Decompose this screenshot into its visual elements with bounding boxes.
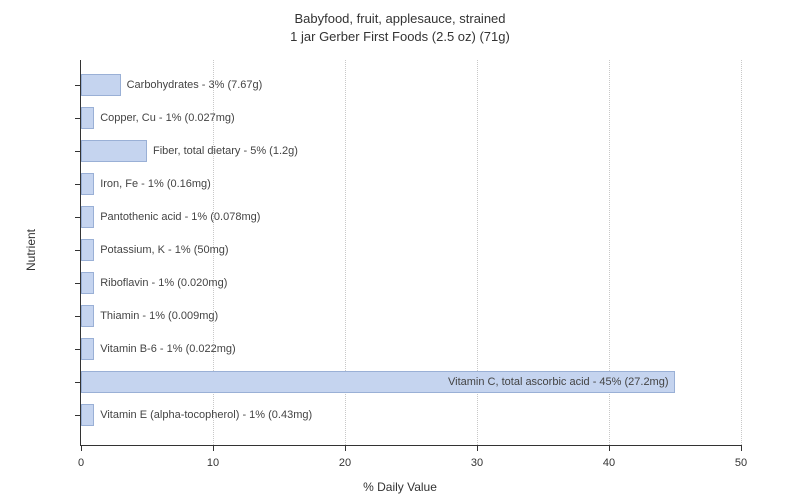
bar-label: Carbohydrates - 3% (7.67g) — [127, 74, 263, 96]
chart-title-line2: 1 jar Gerber First Foods (2.5 oz) (71g) — [0, 28, 800, 46]
bar — [81, 74, 121, 96]
bar-label: Copper, Cu - 1% (0.027mg) — [100, 107, 235, 129]
bar — [81, 239, 94, 261]
x-tick-label: 40 — [603, 457, 615, 469]
bar — [81, 206, 94, 228]
bar-label: Pantothenic acid - 1% (0.078mg) — [100, 206, 260, 228]
x-tick-label: 30 — [471, 457, 483, 469]
bar-label: Vitamin C, total ascorbic acid - 45% (27… — [448, 371, 669, 393]
bar-label: Riboflavin - 1% (0.020mg) — [100, 272, 227, 294]
x-tick-label: 50 — [735, 457, 747, 469]
x-tick — [81, 445, 82, 451]
bar — [81, 173, 94, 195]
x-tick — [213, 445, 214, 451]
x-tick-label: 20 — [339, 457, 351, 469]
bar-label: Fiber, total dietary - 5% (1.2g) — [153, 140, 298, 162]
gridline — [741, 60, 742, 445]
y-axis-title: Nutrient — [24, 229, 38, 271]
bar-label: Potassium, K - 1% (50mg) — [100, 239, 228, 261]
x-tick — [609, 445, 610, 451]
x-axis-title: % Daily Value — [363, 480, 437, 494]
bar-label: Iron, Fe - 1% (0.16mg) — [100, 173, 211, 195]
chart-titles: Babyfood, fruit, applesauce, strained 1 … — [0, 0, 800, 45]
bar — [81, 305, 94, 327]
nutrient-chart: Babyfood, fruit, applesauce, strained 1 … — [0, 0, 800, 500]
bar — [81, 338, 94, 360]
chart-title-line1: Babyfood, fruit, applesauce, strained — [0, 10, 800, 28]
plot-area: 01020304050Carbohydrates - 3% (7.67g)Cop… — [80, 60, 741, 446]
x-tick-label: 10 — [207, 457, 219, 469]
bar — [81, 272, 94, 294]
bar — [81, 140, 147, 162]
bar — [81, 404, 94, 426]
x-tick — [345, 445, 346, 451]
bar — [81, 107, 94, 129]
x-tick-label: 0 — [78, 457, 84, 469]
x-tick — [741, 445, 742, 451]
bar-label: Vitamin E (alpha-tocopherol) - 1% (0.43m… — [100, 404, 312, 426]
bar-label: Thiamin - 1% (0.009mg) — [100, 305, 218, 327]
x-tick — [477, 445, 478, 451]
bar-label: Vitamin B-6 - 1% (0.022mg) — [100, 338, 236, 360]
